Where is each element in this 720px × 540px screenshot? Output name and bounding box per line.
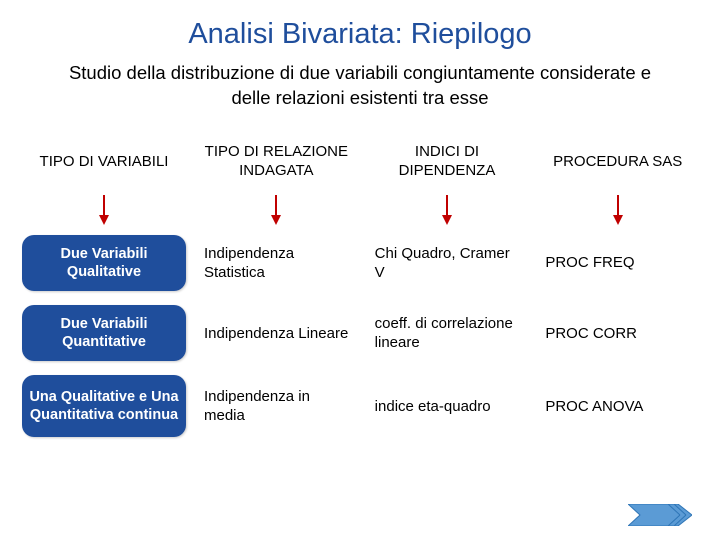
header-relation-type: TIPO DI RELAZIONE INDAGATA — [196, 133, 357, 191]
arrow-col1 — [196, 195, 357, 225]
pill-quantitative: Due Variabili Quantitative — [22, 305, 186, 361]
header-variable-type: TIPO DI VARIABILI — [22, 133, 186, 191]
down-arrow-icon — [98, 195, 110, 225]
arrow-col3 — [537, 195, 698, 225]
arrow-col0 — [22, 195, 186, 225]
arrow-col2 — [367, 195, 528, 225]
cell-index: coeff. di correlazione lineare — [367, 305, 528, 361]
cell-index: Chi Quadro, Cramer V — [367, 235, 528, 291]
header-sas-procedure: PROCEDURA SAS — [537, 133, 698, 191]
cell-relation: Indipendenza Lineare — [196, 305, 357, 361]
pill-mixed: Una Qualitative e Una Quantitativa conti… — [22, 375, 186, 437]
down-arrow-icon — [270, 195, 282, 225]
cell-index: indice eta-quadro — [367, 375, 528, 437]
down-arrow-icon — [612, 195, 624, 225]
table-header-row: TIPO DI VARIABILI TIPO DI RELAZIONE INDA… — [22, 133, 698, 191]
header-dependence-index: INDICI DI DIPENDENZA — [367, 133, 528, 191]
cell-proc: PROC FREQ — [537, 235, 698, 291]
summary-table: TIPO DI VARIABILI TIPO DI RELAZIONE INDA… — [0, 133, 720, 438]
page-title: Analisi Bivariata: Riepilogo — [0, 0, 720, 51]
cell-proc: PROC ANOVA — [537, 375, 698, 437]
arrow-row — [22, 195, 698, 225]
cell-relation: Indipendenza in media — [196, 375, 357, 437]
table-row: Due Variabili Quantitative Indipendenza … — [22, 305, 698, 361]
page-subtitle: Studio della distribuzione di due variab… — [0, 51, 720, 111]
cell-relation: Indipendenza Statistica — [196, 235, 357, 291]
table-row: Due Variabili Qualitative Indipendenza S… — [22, 235, 698, 291]
footer-chevron-icon — [628, 504, 692, 526]
down-arrow-icon — [441, 195, 453, 225]
table-row: Una Qualitative e Una Quantitativa conti… — [22, 375, 698, 437]
cell-proc: PROC CORR — [537, 305, 698, 361]
pill-qualitative: Due Variabili Qualitative — [22, 235, 186, 291]
